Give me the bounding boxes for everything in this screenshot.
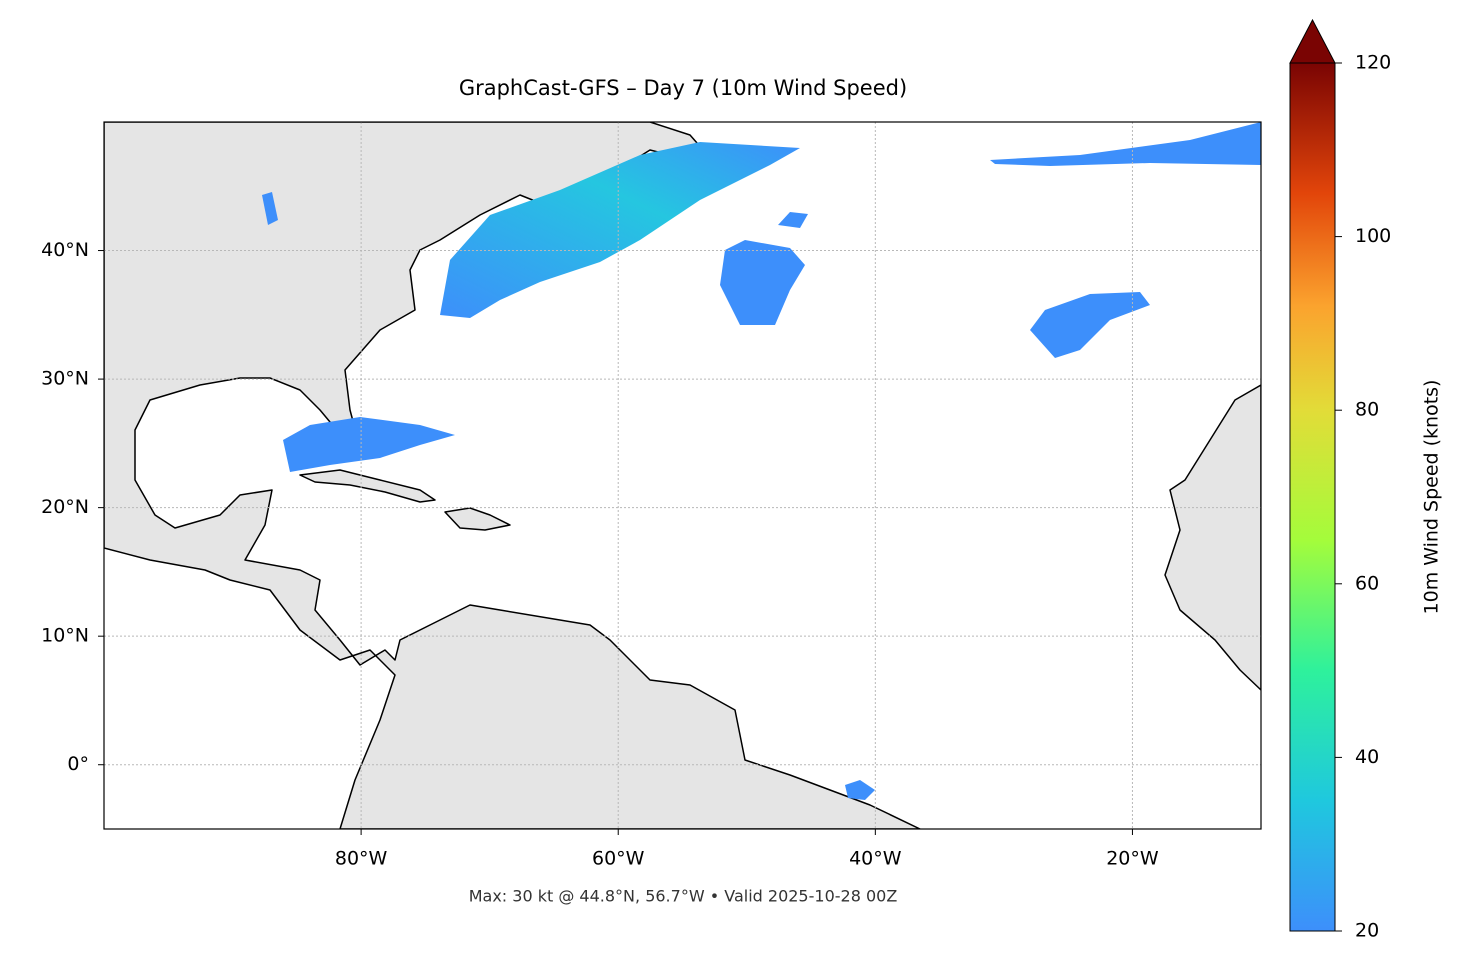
x-tick-label: 20°W [1106, 848, 1159, 870]
wind-area [283, 417, 455, 472]
land-africa [1164, 384, 1261, 691]
footer-note: Max: 30 kt @ 44.8°N, 56.7°W • Valid 2025… [469, 887, 898, 906]
colorbar-tick-label: 120 [1355, 52, 1391, 74]
land-hispaniola [444, 507, 511, 531]
land-americas [104, 122, 921, 829]
land-cuba [299, 469, 436, 503]
x-tick-label: 60°W [592, 848, 645, 870]
colorbar-tick-label: 80 [1355, 399, 1379, 421]
y-tick-label: 0° [67, 753, 89, 775]
wind-area [845, 780, 875, 800]
colorbar-tick-label: 60 [1355, 572, 1379, 594]
map [104, 122, 1261, 829]
wind-area [1030, 292, 1150, 358]
colorbar-label: 10m Wind Speed (knots) [1421, 380, 1443, 615]
wind-area [262, 192, 278, 225]
y-tick-label: 10°N [41, 625, 89, 647]
x-tick-label: 40°W [849, 848, 902, 870]
wind-area [778, 212, 808, 228]
colorbar [1289, 62, 1336, 932]
colorbar-extend [1289, 18, 1336, 64]
wind-area [990, 122, 1261, 166]
y-tick-label: 20°N [41, 496, 89, 518]
y-tick-label: 40°N [41, 239, 89, 261]
chart-title: GraphCast-GFS – Day 7 (10m Wind Speed) [459, 76, 907, 100]
colorbar-tick-label: 20 [1355, 920, 1379, 942]
wind-area [720, 240, 805, 325]
colorbar-tick-label: 100 [1355, 225, 1391, 247]
y-tick-label: 30°N [41, 368, 89, 390]
wind-area [440, 142, 800, 318]
map-frame [103, 121, 1262, 830]
colorbar-tick-label: 40 [1355, 746, 1379, 768]
x-tick-label: 80°W [335, 848, 388, 870]
